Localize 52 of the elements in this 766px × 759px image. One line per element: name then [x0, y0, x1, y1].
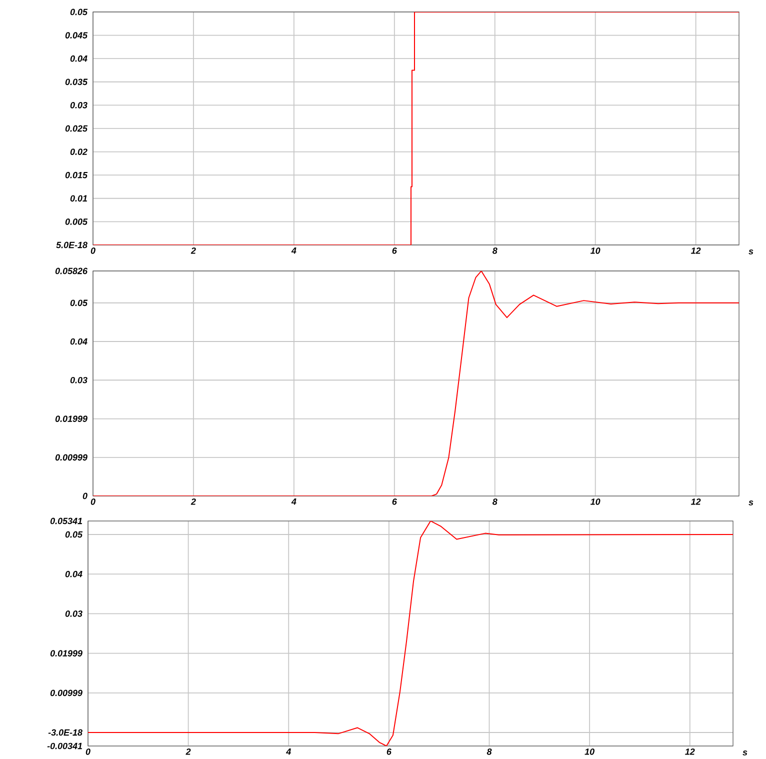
y-tick-label: 0.01999	[55, 416, 88, 422]
y-tick-label: 0.03	[65, 610, 82, 617]
y-tick-label: 0.03	[70, 377, 88, 384]
y-tick-label: 0.02	[70, 148, 88, 156]
x-tick-label: 0	[90, 498, 96, 505]
x-axis-title: s	[742, 750, 748, 756]
y-tick-label: -3.0E-18	[48, 729, 82, 736]
y-tick-label: 0.045	[65, 32, 88, 39]
x-tick-label: 0	[90, 248, 96, 254]
y-tick-label: 0.05341	[50, 518, 82, 524]
y-tick-label: 0.00999	[55, 454, 88, 461]
x-axis-title: s	[748, 250, 754, 255]
x-tick-label: 12	[690, 248, 701, 254]
y-tick-label: 0.015	[65, 172, 88, 178]
line-series	[88, 521, 734, 746]
y-tick-label: 0.03	[70, 102, 88, 108]
x-tick-label: 4	[291, 248, 296, 254]
y-tick-label: 0.05826	[55, 268, 88, 274]
x-tick-label: 6	[392, 498, 397, 505]
x-tick-label: 12	[685, 748, 695, 755]
y-tick-label: 0.01999	[50, 650, 82, 657]
line-series	[93, 271, 740, 496]
y-tick-label: 5.0E-18	[56, 242, 88, 248]
y-tick-label: 0	[82, 492, 88, 500]
y-tick-label: 0.00999	[50, 690, 82, 696]
x-tick-label: 12	[690, 498, 701, 505]
x-tick-label: 2	[186, 748, 191, 755]
x-tick-label: 2	[190, 498, 196, 505]
x-tick-label: 10	[590, 498, 600, 505]
x-tick-label: 2	[190, 248, 196, 254]
x-tick-label: 8	[486, 748, 492, 755]
y-tick-label: 0.04	[70, 338, 88, 345]
y-tick-label: 0.04	[70, 56, 88, 62]
x-tick-label: 6	[392, 248, 397, 254]
y-tick-label: 0.005	[65, 218, 88, 225]
y-tick-label: 0.05	[70, 300, 88, 306]
y-tick-label: 0.025	[65, 125, 88, 132]
x-tick-label: 10	[590, 248, 600, 254]
y-tick-label: 0.05	[65, 531, 83, 538]
x-tick-label: 10	[584, 748, 594, 755]
x-tick-label: 8	[492, 248, 498, 254]
x-tick-label: 8	[492, 498, 498, 505]
y-tick-label: -0.00341	[47, 742, 82, 750]
y-tick-label: 0.04	[65, 571, 82, 578]
y-tick-label: 0.035	[65, 78, 88, 86]
line-series	[93, 12, 740, 246]
x-tick-label: 4	[286, 748, 291, 755]
x-tick-label: 4	[291, 498, 296, 505]
y-tick-label: 0.05	[70, 8, 88, 16]
y-tick-label: 0.01	[70, 195, 87, 202]
x-axis-title: s	[748, 500, 754, 506]
x-tick-label: 6	[386, 748, 392, 755]
